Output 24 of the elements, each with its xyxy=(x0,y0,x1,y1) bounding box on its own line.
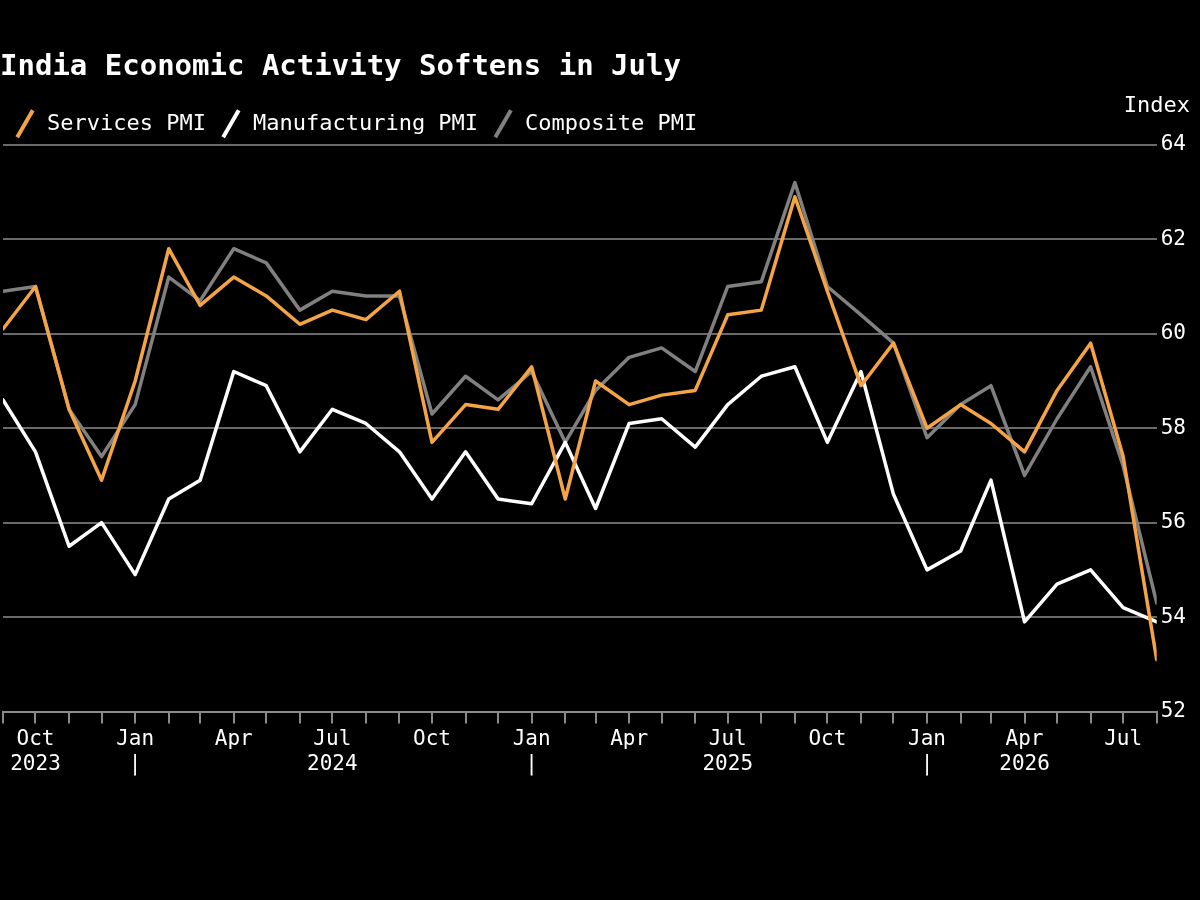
y-tick-label: 56 xyxy=(1160,509,1187,534)
x-tick-label: Oct xyxy=(808,725,847,750)
x-tick-label: Jul 2025 xyxy=(702,725,754,775)
y-tick-label: 54 xyxy=(1160,603,1187,628)
y-tick-label: 62 xyxy=(1160,225,1187,250)
x-tick-label: Apr xyxy=(610,725,649,750)
y-axis-title: Index xyxy=(1123,91,1190,117)
x-tick-label: Oct 2023 xyxy=(10,725,61,775)
x-tick-label: Jan | xyxy=(908,725,947,776)
legend-label: Composite PMI xyxy=(525,109,698,135)
x-tick-label: Jul 2024 xyxy=(307,725,358,775)
y-tick-label: 64 xyxy=(1160,131,1187,156)
legend-label: Services PMI xyxy=(47,109,206,135)
x-tick-label: Jan | xyxy=(116,725,155,776)
legend-label: Manufacturing PMI xyxy=(252,109,479,135)
y-tick-label: 58 xyxy=(1160,414,1187,439)
x-tick-label: Apr 2026 xyxy=(999,725,1050,775)
x-tick-label: Apr xyxy=(214,725,253,750)
chart-title: India Economic Activity Softens in July xyxy=(0,47,681,82)
x-tick-label: Jul xyxy=(1104,725,1143,750)
y-tick-label: 52 xyxy=(1160,698,1187,723)
y-tick-label: 60 xyxy=(1160,320,1187,345)
x-tick-label: Oct xyxy=(413,725,451,750)
x-tick-label: Jan | xyxy=(512,725,551,776)
